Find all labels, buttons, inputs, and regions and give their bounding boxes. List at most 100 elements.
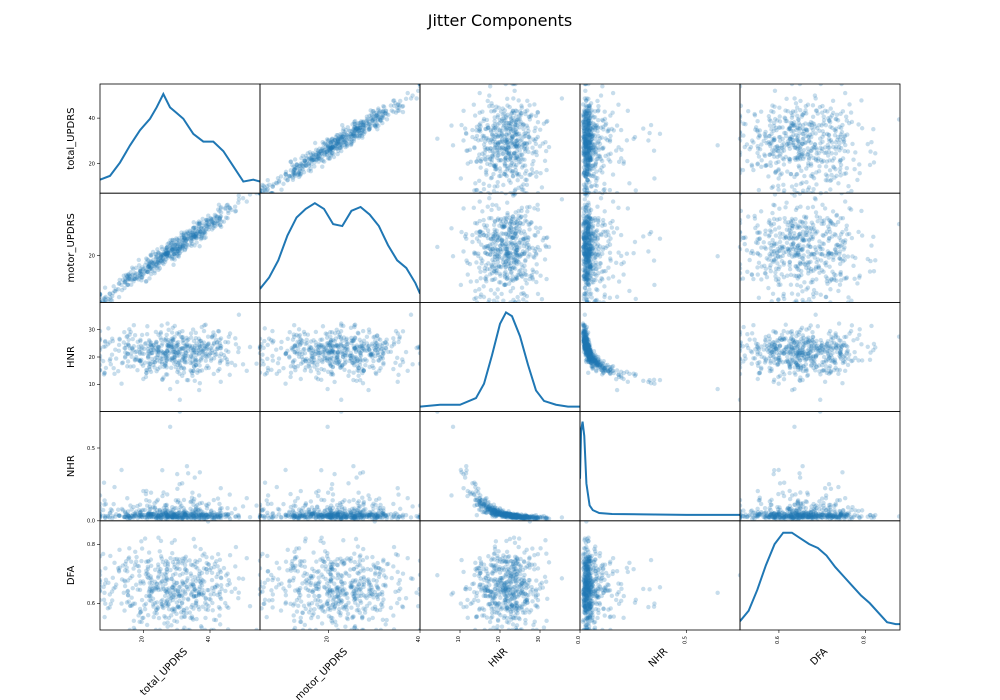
scatter-point [513,84,518,87]
scatter-point [583,241,588,247]
scatter-point [749,162,754,167]
scatter-point [582,220,587,226]
scatter-point [535,120,541,125]
scatter-point [152,268,157,274]
scatter-point [584,242,590,247]
scatter-point [505,275,511,280]
scatter-point [507,145,513,150]
scatter-point [772,227,778,232]
scatter-point [100,362,103,368]
scatter-point [592,251,598,257]
scatter-point [534,262,539,267]
scatter-point [857,275,862,280]
scatter-point [515,117,521,122]
scatter-point [339,364,345,369]
scatter-point [351,361,356,366]
scatter-point [583,240,588,245]
scatter-point [478,256,484,261]
scatter-point [771,151,776,157]
scatter-point [809,122,815,128]
scatter-point [585,171,590,177]
scatter-point [129,346,135,351]
scatter-point [366,347,372,352]
scatter-point [124,282,130,287]
scatter-point [344,134,349,139]
scatter-point [260,188,263,193]
scatter-point [591,280,596,285]
scatter-point [192,234,198,240]
scatter-point [584,96,589,101]
scatter-point [517,109,523,114]
scatter-point [800,188,806,193]
scatter-point [499,146,504,151]
scatter-point [811,121,817,127]
scatter-point [774,241,779,246]
scatter-point [156,332,161,337]
scatter-point [508,232,514,238]
scatter-point [177,244,183,250]
scatter-point [225,359,230,365]
scatter-point [495,216,501,221]
scatter-point [181,365,186,371]
scatter-point [192,348,197,353]
scatter-point [182,357,188,362]
scatter-point [169,346,174,351]
scatter-point [514,108,519,114]
scatter-point [489,264,494,269]
scatter-point [172,355,177,360]
scatter-point [205,223,210,228]
scatter-point [464,148,469,153]
scatter-point [283,351,289,356]
scatter-point [108,356,113,361]
scatter-point [504,249,509,254]
scatter-point [331,151,336,156]
scatter-point [503,193,508,196]
scatter-point [586,229,591,234]
scatter-point [151,260,156,266]
scatter-point [308,157,314,162]
scatter-point [588,145,593,151]
scatter-point [584,271,589,277]
scatter-point [476,128,482,134]
scatter-point [348,134,353,139]
scatter-point [338,132,343,137]
scatter-point [838,243,843,249]
scatter-point [326,147,332,152]
scatter-point [495,251,501,256]
scatter-point [274,347,279,352]
scatter-point [306,363,312,368]
scatter-point [358,344,363,349]
scatter-point [507,240,512,246]
scatter-point [842,199,848,204]
scatter-point [143,279,149,284]
scatter-point [818,292,823,297]
scatter-point [586,272,591,278]
scatter-point [830,158,835,163]
scatter-point [847,102,852,107]
scatter-point [134,349,139,354]
scatter-point [812,145,817,150]
scatter-point [842,257,847,262]
scatter-point [297,333,303,338]
scatter-point [524,168,529,174]
scatter-point [498,128,503,134]
scatter-point [589,280,594,285]
scatter-point [818,141,823,146]
scatter-point [156,261,162,266]
scatter-point [146,349,151,354]
scatter-point [299,156,304,161]
scatter-point [125,273,130,279]
scatter-point [809,125,814,130]
scatter-point [772,241,777,246]
scatter-point [502,253,507,258]
scatter-point [810,171,815,177]
scatter-point [119,381,124,386]
scatter-point [291,170,296,176]
scatter-point [191,347,196,353]
scatter-point [291,364,296,369]
scatter-point [375,114,381,119]
scatter-point [825,173,830,179]
scatter-point [829,251,834,256]
scatter-point [381,350,386,356]
scatter-point [309,153,315,158]
